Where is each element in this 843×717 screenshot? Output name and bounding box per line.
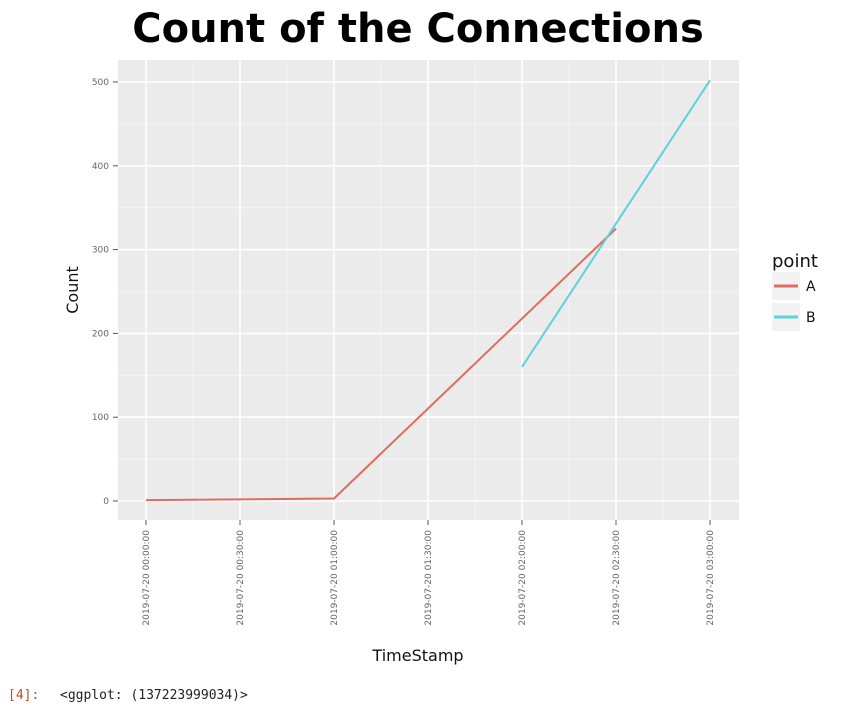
output-prompt: [4]:	[8, 688, 40, 703]
y-tick-label: 300	[92, 246, 109, 256]
x-axis-label: TimeStamp	[371, 646, 463, 665]
series-line-b	[521, 79, 711, 368]
y-tick-label: 0	[103, 497, 109, 507]
legend: point AB	[772, 251, 818, 331]
y-axis-label: Count	[63, 266, 82, 314]
y-tick-label: 500	[92, 78, 109, 88]
x-tick-label: 2019-07-20 00:30:00	[236, 530, 246, 626]
x-tick-label: 2019-07-20 03:00:00	[706, 530, 716, 626]
legend-label: A	[806, 279, 816, 295]
y-tick-label: 100	[92, 413, 109, 423]
series-line-a	[145, 227, 617, 502]
legend-label: B	[806, 310, 816, 326]
chart-title: Count of the Connections	[132, 6, 704, 52]
x-tick-label: 2019-07-20 01:30:00	[424, 530, 434, 626]
x-tick-label: 2019-07-20 02:00:00	[518, 530, 528, 626]
chart: Count of the Connections 0 100 200 300 400 50…	[63, 6, 818, 665]
y-tick-label: 400	[92, 162, 109, 172]
legend-title: point	[772, 251, 818, 272]
x-tick-label: 2019-07-20 02:30:00	[612, 530, 622, 626]
output-text: <ggplot: (137223999034)>	[60, 688, 248, 703]
y-tick-label: 200	[92, 329, 109, 339]
x-tick-label: 2019-07-20 00:00:00	[142, 530, 152, 626]
x-tick-label: 2019-07-20 01:00:00	[330, 530, 340, 626]
